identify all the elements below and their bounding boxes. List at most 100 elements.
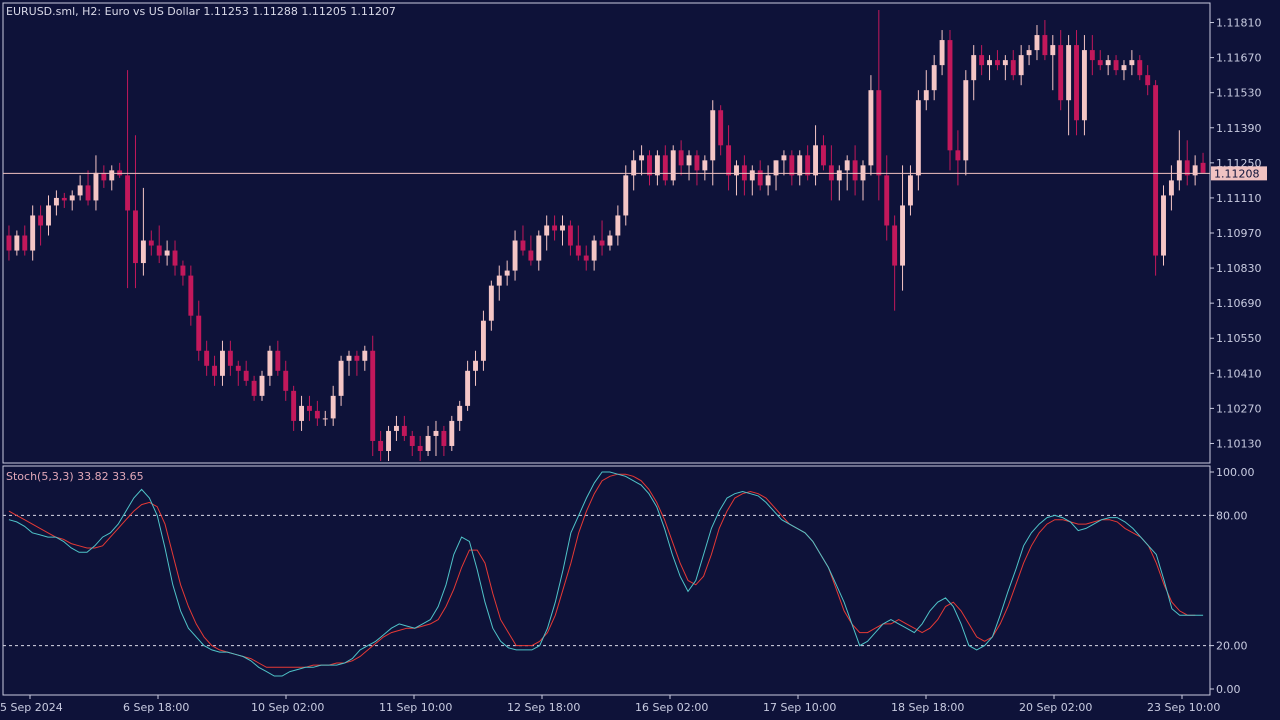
candle-body [844, 160, 850, 171]
candle-body [686, 155, 692, 166]
candle-body [220, 350, 225, 376]
candle-body [1066, 45, 1072, 101]
current-price-tag [1211, 166, 1267, 181]
candle-body [544, 225, 550, 236]
candle [939, 30, 945, 76]
candle-body [726, 145, 732, 176]
candle [235, 360, 241, 386]
candle-body [599, 240, 605, 246]
candle-body [971, 55, 977, 81]
candle-body [291, 390, 297, 421]
candle-body [1168, 180, 1174, 196]
candle-body [1081, 50, 1087, 121]
price-tick-label: 1.10690 [1216, 297, 1262, 310]
candle [654, 150, 660, 186]
candle-body [346, 355, 352, 361]
candle [987, 55, 992, 81]
candle-body [401, 425, 407, 436]
candle-body [520, 240, 526, 251]
candle [393, 415, 399, 441]
candle [702, 155, 708, 181]
candle-body [1192, 165, 1198, 176]
candle [931, 55, 937, 101]
price-tick-label: 1.10270 [1216, 402, 1262, 415]
candle-body [188, 275, 194, 316]
stoch-title: Stoch(5,3,3) 33.82 33.65 [6, 470, 144, 483]
candle [156, 225, 162, 264]
candle-body [923, 90, 929, 101]
candle [741, 155, 747, 196]
candle [884, 155, 890, 241]
stoch-panel-frame[interactable] [2, 465, 1211, 696]
candle [220, 340, 225, 386]
candle-body [6, 235, 12, 251]
stoch-tick-label: 0.00 [1216, 683, 1241, 696]
candle-body [251, 380, 257, 396]
candle [623, 165, 629, 226]
stoch-axis: 100.00 80.00 20.00 0.00 [1210, 466, 1255, 696]
time-tick-label: 20 Sep 02:00 [1019, 701, 1092, 714]
candle-body [1089, 50, 1095, 61]
time-tick-label: 5 Sep 2024 [0, 701, 63, 714]
candle-body [1145, 75, 1151, 86]
candle [283, 360, 289, 401]
candle [93, 155, 99, 211]
price-tick-label: 1.11390 [1216, 122, 1262, 135]
candle [1168, 165, 1174, 211]
candle-body [322, 418, 328, 420]
candle [591, 235, 597, 271]
candle [868, 75, 874, 176]
candle [504, 260, 510, 286]
candle [552, 215, 558, 241]
candle-body [884, 175, 890, 226]
candle-body [821, 145, 826, 166]
candle-body [1200, 162, 1206, 173]
candle [164, 240, 170, 266]
candle [386, 425, 391, 461]
candle-body [1137, 60, 1143, 76]
candle-body [908, 175, 913, 206]
candle [1184, 140, 1190, 186]
candle [528, 235, 534, 266]
candle-body [38, 215, 44, 226]
candle [330, 385, 336, 426]
candle-body [243, 370, 249, 381]
candle-body [560, 225, 565, 231]
candle [401, 415, 407, 441]
candle [821, 135, 826, 171]
candle-body [196, 315, 202, 351]
candle [749, 165, 755, 196]
candle [370, 335, 376, 456]
candle-body [393, 425, 399, 431]
candle [267, 345, 273, 386]
candle [480, 310, 486, 371]
candle-body [117, 170, 123, 176]
candle [1176, 130, 1182, 191]
candle-body [552, 225, 558, 231]
candle-body [631, 160, 637, 176]
candle-body [30, 215, 36, 251]
candle-body [409, 435, 415, 446]
candle [844, 155, 850, 191]
candle [615, 205, 621, 246]
price-tick-label: 1.10130 [1216, 437, 1262, 450]
candle [678, 140, 684, 176]
candle [892, 215, 898, 311]
candle-body [860, 165, 866, 181]
candle-body [702, 160, 708, 171]
time-tick-label: 11 Sep 10:00 [379, 701, 452, 714]
current-price-label: 1.11208 [1214, 167, 1260, 180]
candle-body [1050, 45, 1056, 56]
candle-body [267, 350, 273, 376]
candle [662, 145, 668, 186]
stoch-tick-label: 100.00 [1216, 466, 1255, 479]
candle [1081, 35, 1087, 136]
candle [251, 375, 257, 401]
candle [188, 265, 194, 326]
candle-body [1121, 65, 1127, 71]
candle-body [133, 210, 138, 264]
candle [307, 395, 312, 421]
candle-body [963, 80, 969, 161]
candle [259, 370, 265, 401]
